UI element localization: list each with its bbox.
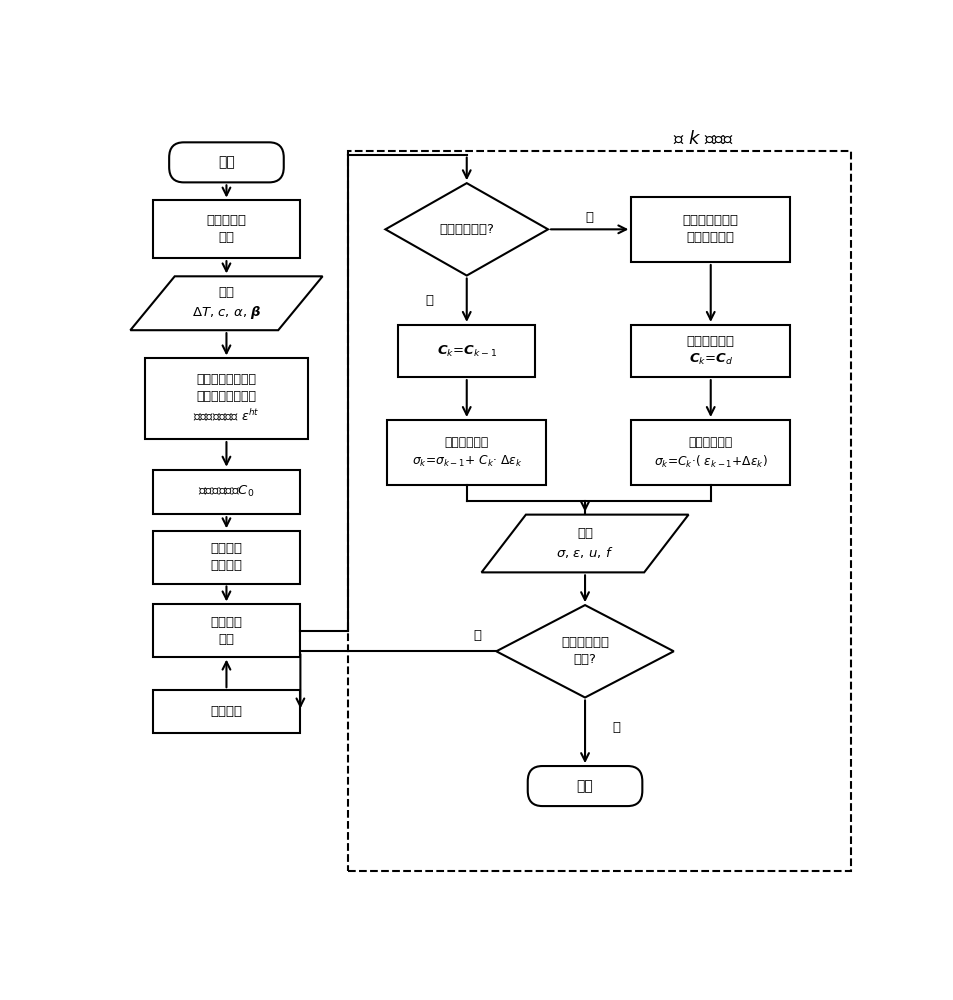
Text: 达到预定位移
载荷?: 达到预定位移 载荷?	[560, 636, 608, 666]
Text: 否: 否	[474, 629, 481, 642]
Text: 计算湿热条件下的
弹性模量、强度参
数以及湿热应变 $\varepsilon^{ht}$: 计算湿热条件下的 弹性模量、强度参 数以及湿热应变 $\varepsilon^{…	[193, 373, 259, 424]
Bar	[631, 197, 789, 262]
Text: 是: 是	[612, 721, 619, 734]
Bar	[631, 325, 789, 377]
Bar	[348, 151, 850, 871]
Text: 输出
$\sigma$, $\varepsilon$, $u$, $f$: 输出 $\sigma$, $\varepsilon$, $u$, $f$	[556, 527, 613, 560]
Bar	[152, 604, 300, 657]
Polygon shape	[131, 276, 322, 330]
FancyBboxPatch shape	[169, 142, 283, 182]
Text: 更新应力状态
$\sigma_k$=$C_k$·( $\varepsilon_{k-1}$+$\Delta\varepsilon_k$): 更新应力状态 $\sigma_k$=$C_k$·( $\varepsilon_{…	[653, 436, 767, 470]
Text: 更新应力状态
$\sigma_k$=$\sigma_{k-1}$+ $C_k$· $\Delta\varepsilon_k$: 更新应力状态 $\sigma_k$=$\sigma_{k-1}$+ $C_k$·…	[411, 436, 521, 469]
Bar	[387, 420, 546, 485]
Text: 新的单元失效?: 新的单元失效?	[438, 223, 494, 236]
Bar	[398, 325, 535, 377]
Text: 建立有限元
模型: 建立有限元 模型	[206, 214, 246, 244]
Text: 施加初始
位移载荷: 施加初始 位移载荷	[211, 542, 242, 572]
Bar	[631, 420, 789, 485]
Text: 进行应力
分析: 进行应力 分析	[211, 616, 242, 646]
Polygon shape	[481, 515, 688, 572]
Bar	[152, 690, 300, 733]
Polygon shape	[496, 605, 673, 698]
Text: 对新失效的单元
进行材料退化: 对新失效的单元 进行材料退化	[682, 214, 738, 244]
Bar	[152, 531, 300, 584]
Text: $\boldsymbol{C}_k$=$\boldsymbol{C}_{k-1}$: $\boldsymbol{C}_k$=$\boldsymbol{C}_{k-1}…	[436, 343, 497, 359]
Text: 第 $k$ 增量步: 第 $k$ 增量步	[672, 130, 733, 148]
Bar	[152, 200, 300, 258]
Bar	[152, 470, 300, 514]
Text: 开始: 开始	[218, 155, 234, 169]
Text: 输入
$\Delta T$, $c$, $\alpha$, $\boldsymbol{\beta}$: 输入 $\Delta T$, $c$, $\alpha$, $\boldsymb…	[192, 286, 261, 321]
Text: 建立刚度矩阵$C_0$: 建立刚度矩阵$C_0$	[198, 484, 254, 499]
Text: 更新刚度矩阵
$\boldsymbol{C}_k$=$\boldsymbol{C}_d$: 更新刚度矩阵 $\boldsymbol{C}_k$=$\boldsymbol{C…	[686, 335, 734, 367]
FancyBboxPatch shape	[527, 766, 641, 806]
Text: 增大位移: 增大位移	[211, 705, 242, 718]
Bar	[145, 358, 308, 439]
Text: 结束: 结束	[576, 779, 593, 793]
Polygon shape	[385, 183, 547, 276]
Text: 否: 否	[425, 294, 434, 307]
Text: 是: 是	[585, 211, 593, 224]
